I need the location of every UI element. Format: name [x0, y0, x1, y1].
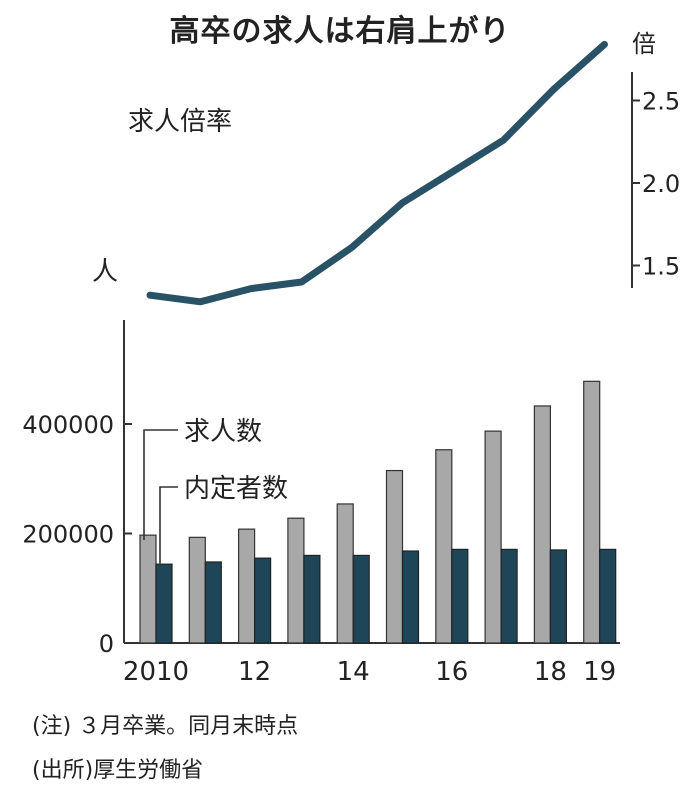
bar-x-tick-label: 14 [337, 657, 370, 687]
legend-label-hired: 内定者数 [184, 474, 288, 504]
bar-x-tick-label: 12 [238, 657, 271, 687]
bar-y-tick-label: 0 [99, 630, 114, 658]
bar-hired [401, 550, 420, 644]
legend-leader-offers [143, 429, 178, 540]
ratio-unit-label: 倍 [632, 30, 656, 58]
bar-offers [583, 380, 601, 644]
ratio-y-tick-label: 1.5 [642, 253, 680, 281]
bar-offers [533, 405, 552, 644]
bar-x-tick-label: 16 [435, 657, 468, 687]
ratio-line-chart: 倍 求人倍率 1.5 2.0 2.5 [128, 30, 680, 306]
bar-offers [385, 469, 404, 644]
bar-hired [303, 554, 321, 644]
bar-y-tick-label: 400000 [22, 411, 114, 439]
bar-x-tick-label: 18 [534, 657, 567, 687]
bar-hired [599, 548, 617, 644]
bar-hired [500, 548, 518, 644]
people-unit-label: 人 [92, 257, 118, 287]
bar-offers [139, 534, 157, 644]
ratio-series-label: 求人倍率 [128, 107, 232, 137]
bar-chart: 人 0 200000 400000 2010 12 14 16 18 19 求人数 内定者数 [22, 257, 620, 687]
bar-offers [336, 503, 354, 644]
footnote: (注) ３月卒業。同月末時点 [32, 714, 299, 739]
bar-hired [352, 554, 370, 644]
ratio-y-tick-label: 2.5 [642, 88, 680, 116]
bar-offers [435, 449, 453, 644]
bar-y-tick-label: 200000 [22, 521, 114, 549]
bar-x-tick-label: 2010 [123, 657, 189, 687]
legend: 求人数 内定者数 [143, 417, 288, 566]
bar-hired [204, 561, 222, 644]
bar-hired [549, 549, 568, 644]
bar-offers [188, 536, 206, 644]
bar-hired [155, 563, 173, 644]
source-note: (出所)厚生労働省 [32, 758, 204, 783]
ratio-y-tick-label: 2.0 [642, 170, 680, 198]
bar-offers [287, 517, 305, 644]
bar-x-tick-label: 19 [583, 657, 616, 687]
bar-offers [484, 430, 502, 644]
bar-hired [254, 557, 272, 644]
bar-offers [238, 528, 256, 644]
ratio-series-line [146, 40, 608, 306]
legend-label-offers: 求人数 [184, 417, 262, 447]
bar-hired [451, 548, 469, 644]
legend-leader-hired [159, 486, 178, 566]
chart-title: 高卒の求人は右肩上がり [169, 14, 511, 49]
